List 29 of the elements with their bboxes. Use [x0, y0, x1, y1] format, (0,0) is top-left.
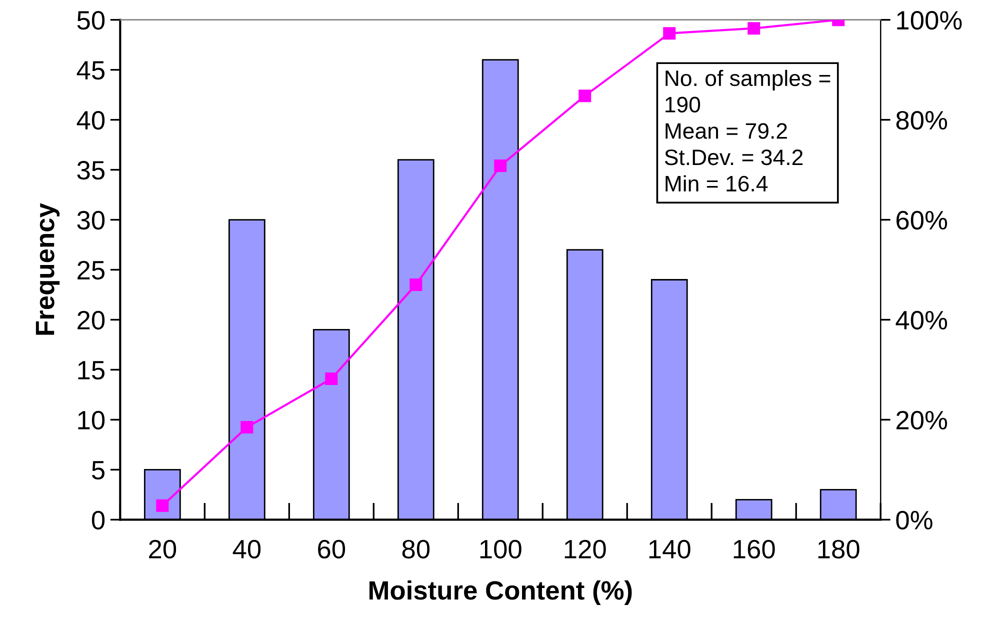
y-axis-title: Frequency — [36, 203, 60, 335]
y-tick-label: 20 — [78, 310, 105, 330]
y-tick-label: 35 — [77, 160, 104, 180]
y-tick-label: 0 — [92, 510, 105, 530]
x-axis-title: Moisture Content (%) — [369, 580, 632, 605]
x-tick-label: 120 — [564, 540, 606, 559]
y-tick-label: 25 — [78, 260, 104, 280]
y-tick-label: 40 — [76, 110, 105, 130]
x-tick-label: 140 — [649, 540, 690, 559]
y2-tick-label: 0% — [896, 510, 932, 530]
annotation: No. of samples = 190 Mean = 79.2 St.Dev. = 34.2 Min = 16.4 — [664, 70, 830, 192]
y2-tick-label: 40% — [896, 310, 948, 330]
y2-tick-label: 20% — [896, 410, 948, 430]
x-tick-label: 180 — [818, 540, 860, 559]
x-tick-label: 160 — [734, 540, 775, 559]
x-tick-label: 20 — [149, 540, 176, 559]
y-tick-label: 10 — [78, 410, 105, 430]
x-tick-label: 100 — [480, 540, 522, 559]
y-tick-label: 15 — [78, 361, 104, 380]
y-tick-label: 50 — [77, 10, 105, 30]
y-tick-label: 30 — [77, 210, 105, 230]
y-tick-label: 45 — [76, 61, 104, 80]
y2-tick-label: 80% — [896, 110, 948, 130]
y2-tick-label: 60% — [896, 210, 948, 230]
x-tick-label: 80 — [402, 540, 430, 559]
y2-tick-label: 100% — [897, 10, 962, 30]
x-tick-label: 40 — [232, 540, 261, 559]
y-tick-label: 5 — [92, 461, 104, 480]
x-tick-label: 60 — [318, 540, 346, 559]
